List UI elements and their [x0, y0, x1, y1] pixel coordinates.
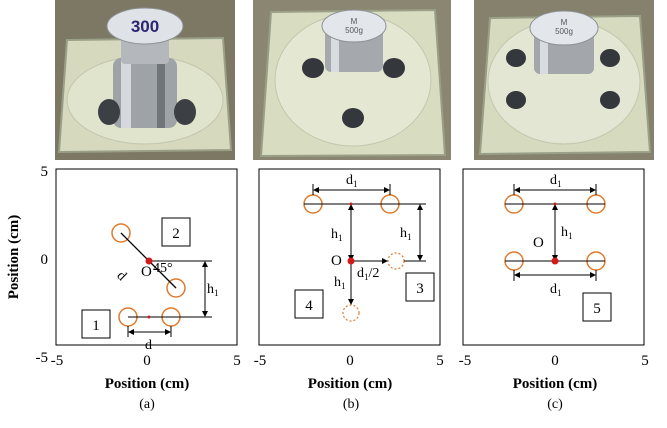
photo-c: M 500g [474, 0, 654, 160]
weight-circle-right-dashed [387, 252, 405, 270]
photo-a-weight-label: 300 [131, 17, 159, 36]
plot-a: 5 0 -5 -5 0 5 Position (cm) Position (cm… [0, 160, 250, 428]
plot-c: -5 0 5 Position (cm) d1 d1 h1 O 5 [455, 160, 667, 428]
weight-circle-top-left [111, 223, 131, 243]
d1-label: d1 [346, 173, 358, 189]
xtick-right: 5 [233, 353, 241, 369]
ytick-bottom: -5 [36, 350, 49, 366]
ytick-top: 5 [41, 164, 49, 180]
photo-b: M 500g [253, 0, 451, 160]
x-axis-label: Position (cm) [308, 376, 393, 392]
xtick-mid: 0 [143, 353, 151, 369]
box-1 [81, 309, 111, 339]
plot-a-frame [55, 168, 238, 346]
origin-label: O [331, 253, 342, 269]
origin-label: O [533, 235, 544, 251]
box-2-label: 2 [172, 226, 180, 242]
h1-bottom-label: h1 [334, 275, 346, 291]
x-axis-label: Position (cm) [513, 376, 598, 392]
photo-a: 300 [55, 0, 235, 160]
box-2 [161, 217, 191, 247]
xtick-right: 5 [641, 353, 649, 369]
h1-label: h1 [561, 225, 573, 241]
xtick-left: -5 [51, 353, 64, 369]
photo-c-weight-label-top: M [561, 18, 568, 27]
photo-b-weight-label-bottom: 500g [345, 26, 363, 35]
x-axis-label: Position (cm) [105, 376, 190, 392]
plot-b-frame [258, 168, 441, 346]
h1-right-label: h1 [400, 226, 412, 242]
box-3-label: 3 [416, 281, 424, 297]
plot-c-frame [462, 168, 645, 346]
photo-c-weight-label-bottom: 500g [555, 27, 573, 36]
weight-circle-diag [166, 278, 186, 298]
xtick-left: -5 [254, 353, 267, 369]
ytick-mid: 0 [41, 252, 49, 268]
box-5 [582, 292, 612, 322]
d1-half-label: d1/2 [357, 266, 379, 282]
box-3 [405, 272, 435, 302]
xtick-mid: 0 [346, 353, 354, 369]
angle-label: 45° [153, 261, 173, 276]
origin-point [145, 257, 153, 265]
weight-circle-bottom-dashed [342, 304, 360, 322]
d1-bottom-label: d1 [550, 282, 562, 298]
box-1-label: 1 [92, 318, 100, 334]
caption-b: (b) [342, 397, 360, 412]
box-5-label: 5 [593, 301, 601, 317]
h1-label: h1 [207, 282, 219, 298]
xtick-mid: 0 [551, 353, 559, 369]
photo-b-weight-label-top: M [351, 17, 358, 26]
d-diag-label: d [113, 269, 129, 285]
caption-c: (c) [547, 397, 563, 412]
box-4-label: 4 [305, 298, 313, 314]
xtick-left: -5 [459, 353, 472, 369]
origin-point [347, 257, 355, 265]
box-4 [294, 289, 324, 319]
xtick-right: 5 [436, 353, 444, 369]
y-axis-label: Position (cm) [6, 215, 22, 300]
origin-point [551, 257, 559, 265]
d1-top-label: d1 [550, 173, 562, 189]
plot-b: -5 0 5 Position (cm) d1 h1 h1 h1 d1/2 [250, 160, 455, 428]
h1-top-label: h1 [331, 227, 343, 243]
caption-a: (a) [139, 397, 155, 412]
origin-label: O [141, 264, 152, 280]
d-label: d [145, 338, 152, 353]
